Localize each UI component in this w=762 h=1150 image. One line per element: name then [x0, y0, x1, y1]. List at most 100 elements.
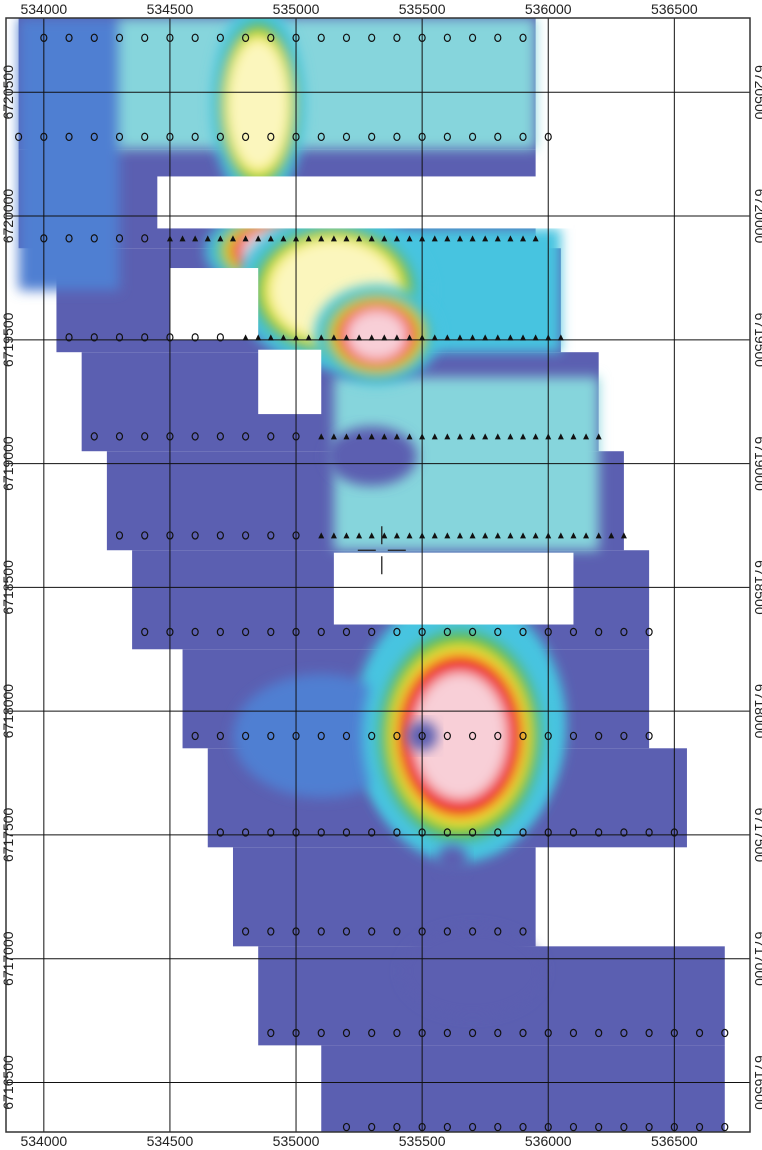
easting-bottom-label: 535500 [399, 1133, 446, 1149]
anomaly [362, 609, 558, 863]
triangle-station-icon [305, 235, 312, 242]
anomaly-ring [227, 40, 289, 170]
circle-station-icon [115, 234, 124, 243]
circle-station-icon [65, 333, 73, 342]
triangle-station-icon [482, 532, 489, 539]
triangle-station-icon [166, 235, 173, 242]
triangle-station-icon [494, 433, 501, 440]
triangle-station-icon [570, 532, 577, 539]
circle-station-icon [721, 1028, 729, 1038]
triangle-station-icon [242, 334, 249, 341]
circle-station-icon [141, 33, 149, 43]
circle-station-icon [65, 234, 73, 243]
circle-station-icon [166, 627, 174, 637]
circle-station-icon [166, 333, 174, 342]
survey-stations [15, 33, 729, 1132]
circle-station-icon [418, 1028, 426, 1038]
circle-station-icon [40, 132, 48, 142]
circle-station-icon [241, 531, 250, 540]
triangle-station-icon [381, 532, 388, 539]
circle-station-icon [241, 927, 250, 936]
circle-station-icon [342, 1122, 351, 1132]
circle-station-icon [141, 432, 149, 441]
triangle-station-icon [406, 433, 413, 440]
triangle-station-icon [393, 235, 400, 242]
triangle-station-icon [557, 433, 564, 440]
circle-station-icon [393, 1028, 401, 1038]
triangle-station-icon [381, 433, 388, 440]
circle-station-icon [393, 1122, 401, 1132]
easting-top-label: 536000 [525, 1, 572, 17]
circle-station-icon [468, 927, 477, 936]
triangle-station-icon [419, 235, 426, 242]
easting-bottom-label: 535000 [273, 1133, 320, 1149]
triangle-station-icon [330, 433, 337, 440]
triangle-station-icon [620, 532, 627, 539]
triangle-station-icon [532, 532, 539, 539]
circle-station-icon [393, 33, 401, 43]
circle-station-icon [620, 1028, 628, 1038]
triangle-station-icon [431, 334, 438, 341]
triangle-station-icon [520, 235, 527, 242]
triangle-station-icon [293, 334, 300, 341]
circle-station-icon [519, 132, 527, 142]
triangle-station-icon [305, 334, 312, 341]
circle-station-icon [267, 731, 275, 741]
circle-station-icon [115, 132, 124, 142]
easting-top-label: 534500 [147, 1, 194, 17]
northing-right-label: 6717500 [752, 808, 762, 863]
anomaly-core [412, 672, 508, 800]
circle-station-icon [595, 828, 603, 837]
circle-station-icon [166, 432, 174, 441]
circle-station-icon [544, 1122, 552, 1132]
triangle-station-icon [557, 532, 564, 539]
circle-station-icon [595, 627, 603, 637]
circle-station-icon [292, 33, 300, 43]
easting-bottom-label: 534500 [147, 1133, 194, 1149]
triangle-station-icon [456, 433, 463, 440]
circle-station-icon [141, 627, 149, 637]
circle-station-icon [317, 1028, 325, 1038]
triangle-station-icon [456, 334, 463, 341]
triangle-station-icon [444, 334, 451, 341]
triangle-station-icon [368, 235, 375, 242]
circle-station-icon [166, 33, 174, 43]
triangle-station-icon [204, 235, 211, 242]
circle-station-icon [115, 531, 124, 540]
triangle-station-icon [381, 235, 388, 242]
triangle-station-icon [419, 532, 426, 539]
northing-right-label: 6717000 [752, 931, 762, 986]
data-gap [333, 552, 574, 625]
data-gap [169, 268, 259, 340]
circle-station-icon [216, 432, 224, 441]
circle-station-icon [418, 627, 426, 637]
triangle-station-icon [532, 433, 539, 440]
triangle-station-icon [456, 532, 463, 539]
circle-station-icon [544, 132, 552, 142]
triangle-station-icon [343, 334, 350, 341]
circle-station-icon [141, 531, 149, 540]
circle-station-icon [216, 33, 224, 43]
triangle-station-icon [330, 532, 337, 539]
anomaly [314, 284, 440, 385]
triangle-station-icon [444, 235, 451, 242]
triangle-station-icon [482, 334, 489, 341]
circle-station-icon [544, 828, 552, 837]
triangle-station-icon [419, 334, 426, 341]
triangle-station-icon [343, 433, 350, 440]
circle-station-icon [342, 132, 351, 142]
circle-station-icon [519, 1122, 527, 1132]
circle-station-icon [115, 432, 124, 441]
circle-station-icon [494, 33, 502, 43]
triangle-station-icon [393, 532, 400, 539]
northing-right-label: 6719500 [752, 313, 762, 368]
triangle-station-icon [368, 433, 375, 440]
circle-station-icon [494, 1122, 502, 1132]
circle-station-icon [368, 731, 376, 741]
triangle-station-icon [469, 235, 476, 242]
circle-station-icon [494, 731, 502, 741]
northing-right-label: 6720000 [752, 189, 762, 244]
data-gap-layer [157, 176, 574, 625]
circle-station-icon [418, 927, 426, 936]
